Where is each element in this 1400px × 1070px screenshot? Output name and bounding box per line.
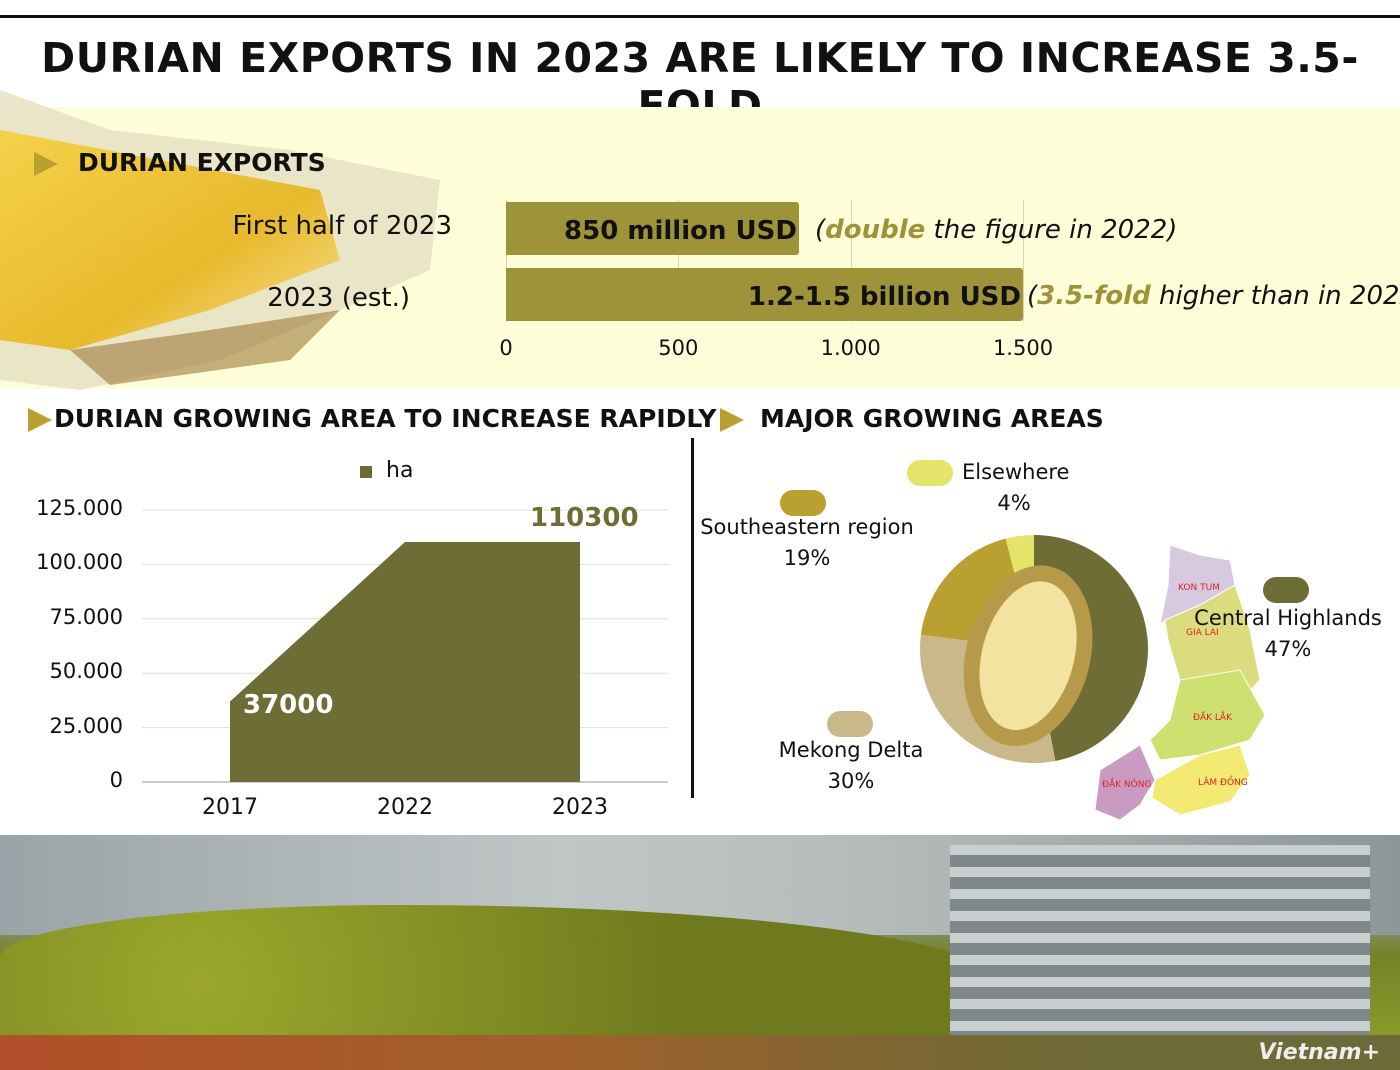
- bar-data-label: 850 million USD: [564, 216, 797, 246]
- y-tick-label: 50.000: [49, 659, 123, 684]
- map-label: ĐẮK LẮK: [1193, 710, 1233, 723]
- pie-slice-percent: 4%: [997, 491, 1031, 515]
- y-tick-label: 75.000: [49, 604, 123, 629]
- gridline: [1023, 200, 1024, 322]
- bar-data-label: 1.2-1.5 billion USD: [747, 282, 1021, 312]
- map-label: KON TUM: [1178, 583, 1220, 593]
- pie-heading: MAJOR GROWING AREAS: [720, 404, 1104, 433]
- pie-slice-percent: 47%: [1264, 637, 1312, 661]
- x-tick-label: 1.500: [992, 336, 1054, 360]
- y-tick-label: 125.000: [36, 496, 123, 520]
- top-rule: [0, 15, 1400, 18]
- divider: [691, 438, 694, 798]
- durian-flesh-illustration: [0, 90, 440, 390]
- note-part: (: [1027, 281, 1038, 311]
- note-part: (: [814, 215, 826, 245]
- note-part: double: [825, 215, 926, 245]
- triangle-bullet-icon: [720, 408, 744, 432]
- pie-chart: [920, 535, 1148, 763]
- note-part: 3.5-fold: [1037, 281, 1151, 311]
- pie-title: MAJOR GROWING AREAS: [760, 404, 1104, 433]
- triangle-bullet-icon: [34, 152, 58, 176]
- pie-legend-swatch: [907, 460, 953, 486]
- x-tick-label: 500: [658, 336, 699, 360]
- pie-legend-swatch: [827, 711, 873, 737]
- gridline: [506, 200, 507, 322]
- x-tick-label: 0: [499, 336, 513, 360]
- exports-title: DURIAN EXPORTS: [78, 148, 326, 177]
- note-part: higher than in 2022: [1150, 281, 1400, 311]
- pie-slice-percent: 30%: [827, 769, 875, 793]
- gridline: [850, 200, 852, 322]
- triangle-bullet-icon: [28, 408, 52, 432]
- pie-slice-name: Elsewhere: [962, 460, 1070, 484]
- area-title: DURIAN GROWING AREA TO INCREASE RAPIDLY: [54, 404, 717, 433]
- gridline: [678, 200, 680, 322]
- bar-note: (3.5-fold higher than in 2022: [1027, 281, 1400, 311]
- x-tick-label: 2022: [377, 795, 433, 820]
- map-label: GIA LAI: [1186, 628, 1219, 638]
- area-data-label: 37000: [243, 690, 334, 720]
- pie-slice-name: Central Highlands: [1194, 606, 1382, 630]
- durian-illustration-flesh: [979, 581, 1077, 731]
- map-label: ĐẮK NÔNG: [1102, 777, 1151, 790]
- area-data-label: 110300: [530, 503, 639, 533]
- footer-bar: Vietnam+: [0, 1035, 1400, 1070]
- durian-warehouse-photo: [0, 835, 1400, 1035]
- map-label: LÂM ĐỒNG: [1198, 775, 1248, 788]
- area-series: [230, 541, 580, 782]
- bar: [506, 202, 799, 255]
- x-tick-label: 1.000: [820, 336, 881, 360]
- exports-heading: DURIAN EXPORTS: [34, 148, 326, 177]
- bar-note: (double the figure in 2022): [815, 215, 1178, 245]
- bar: [506, 268, 1023, 321]
- pie-slice-name: Southeastern region: [700, 515, 914, 539]
- pie-legend-swatch: [780, 490, 826, 516]
- area-heading: DURIAN GROWING AREA TO INCREASE RAPIDLY: [28, 404, 717, 433]
- area-chart: [142, 509, 668, 783]
- pie-slice-percent: 19%: [783, 546, 831, 570]
- note-part: the figure in 2022): [925, 215, 1178, 245]
- y-tick-label: 100.000: [36, 550, 123, 575]
- y-tick-label: 0: [109, 768, 123, 792]
- vietnamplus-logo: Vietnam+: [1258, 1040, 1380, 1065]
- pie-legend-swatch: [1263, 577, 1309, 603]
- legend-swatch: [360, 466, 372, 478]
- pie-slice-name: Mekong Delta: [778, 738, 924, 762]
- x-tick-label: 2023: [552, 795, 608, 820]
- exports-bar-chart: 0 500 1.000 1.500 850 million USD (double the…: [0, 0, 1400, 400]
- category-label: First half of 2023: [232, 211, 452, 241]
- legend-label: ha: [386, 458, 414, 483]
- category-label: 2023 (est.): [267, 283, 410, 313]
- central-highlands-map: KON TUM GIA LAI ĐẮK LẮK ĐẮK NÔNG LÂM ĐỒN…: [1094, 544, 1266, 820]
- y-tick-label: 25.000: [49, 713, 123, 738]
- x-tick-label: 2017: [202, 795, 258, 820]
